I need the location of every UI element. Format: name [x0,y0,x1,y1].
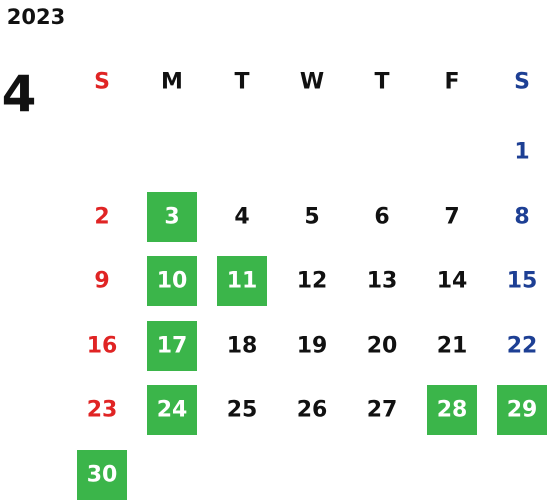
day-number: 2 [94,204,110,230]
holiday-box [497,385,547,436]
month: 4 [1,65,37,123]
day-number: 16 [86,333,118,359]
day-number: 3 [164,204,180,230]
day-number: 30 [86,462,118,488]
holiday-box [147,191,197,242]
year: 2023 [6,5,66,29]
day-number: 11 [226,268,258,294]
day-number: 9 [94,268,110,294]
day-number: 19 [296,333,328,359]
holiday-box [147,385,197,436]
holiday-box [77,450,127,500]
day-number: 22 [506,333,538,359]
day-number: 29 [506,397,538,423]
day-number: 28 [436,397,468,423]
day-number: 10 [156,268,188,294]
day-number: 7 [444,204,460,230]
day-number: 8 [514,204,530,230]
day-number: 17 [156,333,188,359]
day-number: 14 [436,268,468,294]
day-number: 13 [366,268,398,294]
day-number: 18 [226,333,258,359]
weekday-label: F [444,69,460,95]
day-number: 20 [366,333,398,359]
day-number: 27 [366,397,398,423]
day-number: 25 [226,397,258,423]
holiday-box [427,385,477,436]
day-number: 1 [514,139,530,165]
day-number: 23 [86,397,118,423]
weekday-label: S [514,69,530,95]
weekday-label: T [234,69,250,95]
day-number: 24 [156,397,188,423]
day-number: 6 [374,204,390,230]
day-number: 5 [304,204,320,230]
holiday-box [217,256,267,307]
weekday-label: S [94,69,110,95]
holiday-box [147,256,197,307]
day-number: 12 [296,268,328,294]
day-number: 26 [296,397,328,423]
holiday-box [147,320,197,371]
day-number: 15 [506,268,538,294]
day-number: 21 [436,333,468,359]
weekday-label: T [374,69,390,95]
weekday-label: M [161,69,183,95]
day-number: 4 [234,204,250,230]
weekday-label: W [299,69,325,95]
